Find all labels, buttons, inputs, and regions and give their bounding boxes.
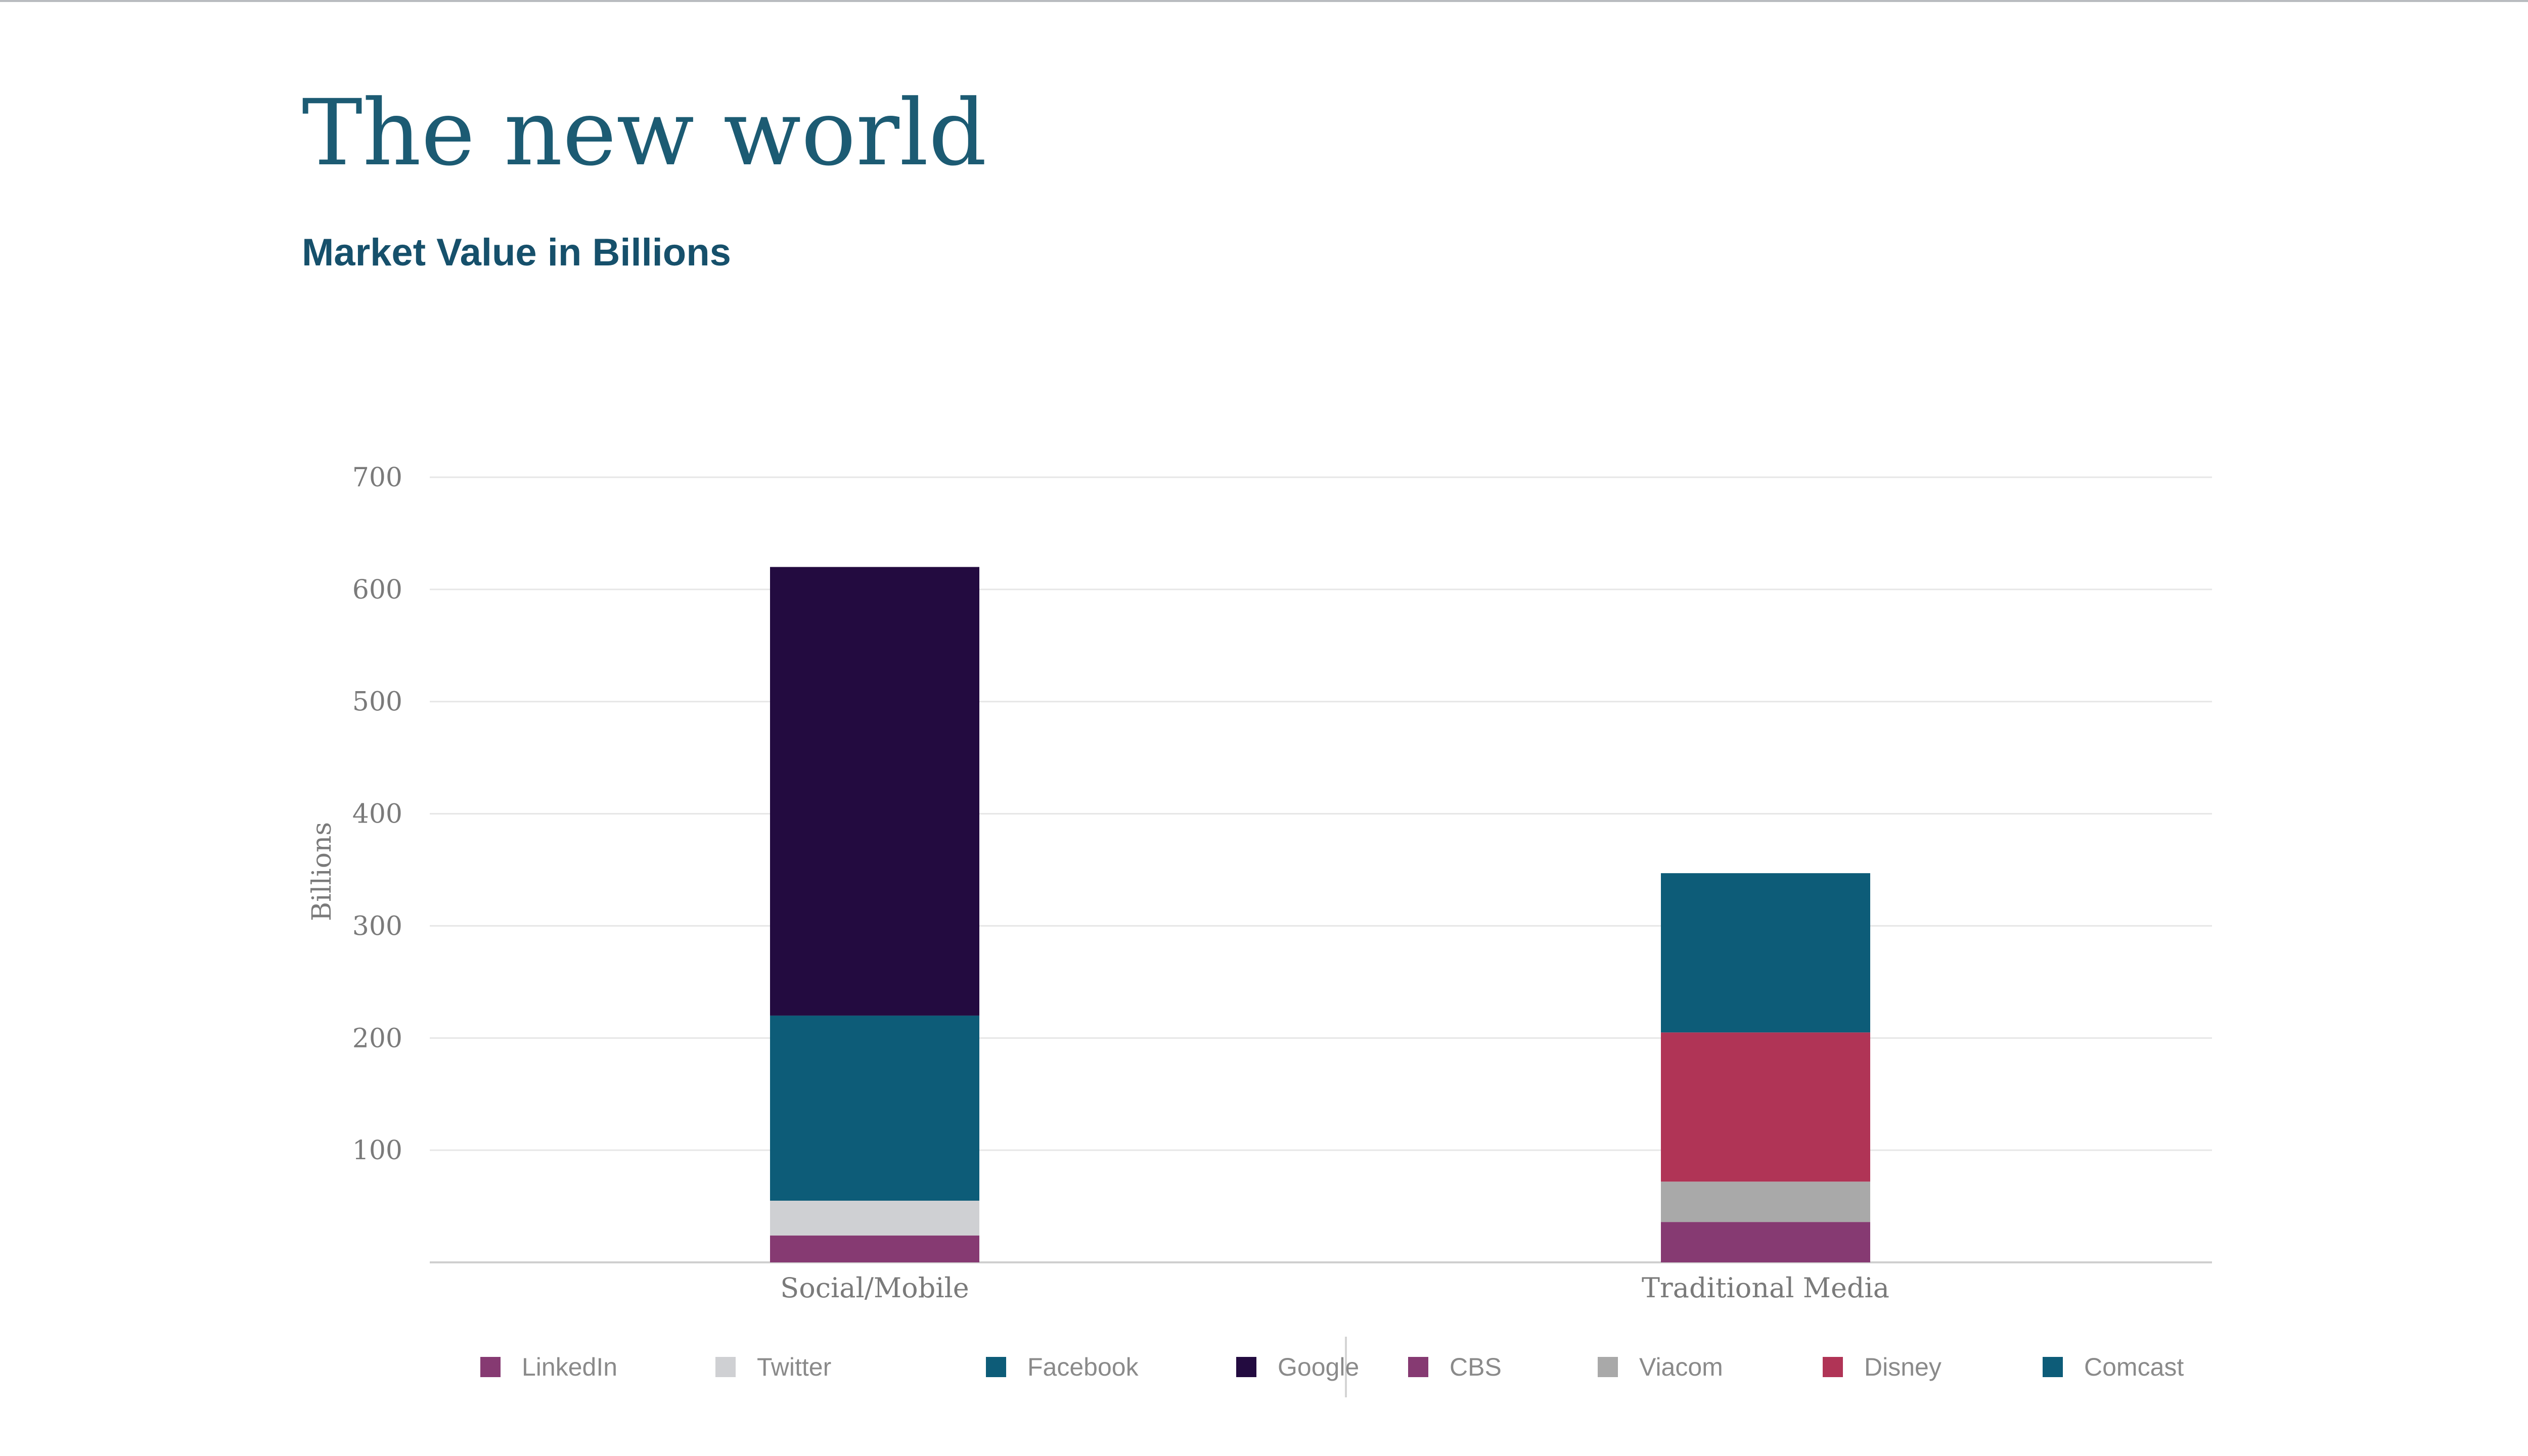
legend-item-twitter: Twitter [715, 1347, 831, 1387]
legend-label: LinkedIn [522, 1353, 618, 1381]
legend-item-facebook: Facebook [986, 1347, 1139, 1387]
chart-gridlines [430, 476, 2212, 1263]
slide-title: The new world [302, 80, 987, 186]
y-axis-ticks: 100 200 300 400 500 600 700 [352, 463, 402, 1166]
legend-label: Disney [1864, 1353, 1942, 1381]
legend-swatch [1408, 1357, 1428, 1377]
bar-segment-twitter [770, 1200, 979, 1236]
y-tick-label: 200 [352, 1023, 402, 1054]
legend-swatch [715, 1357, 736, 1377]
bar-segment-comcast [1661, 873, 1870, 1033]
x-category-label: Traditional Media [1642, 1272, 1889, 1304]
legend-label: CBS [1450, 1353, 1502, 1381]
legend-swatch [986, 1357, 1006, 1377]
chart-legend: LinkedIn Twitter Facebook Google CBS Viacom Di… [480, 1337, 2199, 1397]
y-tick-label: 500 [352, 687, 402, 717]
bar-segment-cbs [1661, 1222, 1870, 1262]
legend-swatch [480, 1357, 501, 1377]
legend-item-cbs: CBS [1408, 1347, 1502, 1387]
bar-segment-linkedin [770, 1235, 979, 1262]
y-tick-label: 300 [352, 911, 402, 941]
bar-segment-viacom [1661, 1181, 1870, 1222]
legend-label: Comcast [2084, 1353, 2184, 1381]
legend-swatch [1823, 1357, 1843, 1377]
bar-segment-disney [1661, 1032, 1870, 1182]
y-axis-label: Billions [307, 822, 337, 921]
legend-item-linkedin: LinkedIn [480, 1347, 617, 1387]
legend-label: Twitter [757, 1353, 832, 1381]
legend-item-comcast: Comcast [2043, 1347, 2184, 1387]
legend-item-disney: Disney [1823, 1347, 1942, 1387]
y-tick-label: 700 [352, 463, 402, 493]
legend-divider [1345, 1337, 1347, 1397]
bar-segment-facebook [770, 1015, 979, 1201]
y-tick-label: 100 [352, 1135, 402, 1166]
legend-swatch [1598, 1357, 1618, 1377]
bar-segment-google [770, 567, 979, 1016]
chart-subtitle: Market Value in Billions [302, 231, 731, 274]
y-tick-label: 400 [352, 799, 402, 830]
legend-label: Facebook [1027, 1353, 1139, 1381]
legend-label: Viacom [1639, 1353, 1723, 1381]
x-axis-categories: Social/Mobile Traditional Media [780, 1272, 1889, 1304]
chart-bars [770, 567, 1870, 1262]
legend-item-viacom: Viacom [1598, 1347, 1723, 1387]
legend-label: Google [1278, 1353, 1360, 1381]
legend-swatch [1236, 1357, 1256, 1377]
legend-swatch [2043, 1357, 2063, 1377]
x-category-label: Social/Mobile [780, 1272, 969, 1304]
legend-item-google: Google [1236, 1347, 1359, 1387]
y-tick-label: 600 [352, 575, 402, 605]
